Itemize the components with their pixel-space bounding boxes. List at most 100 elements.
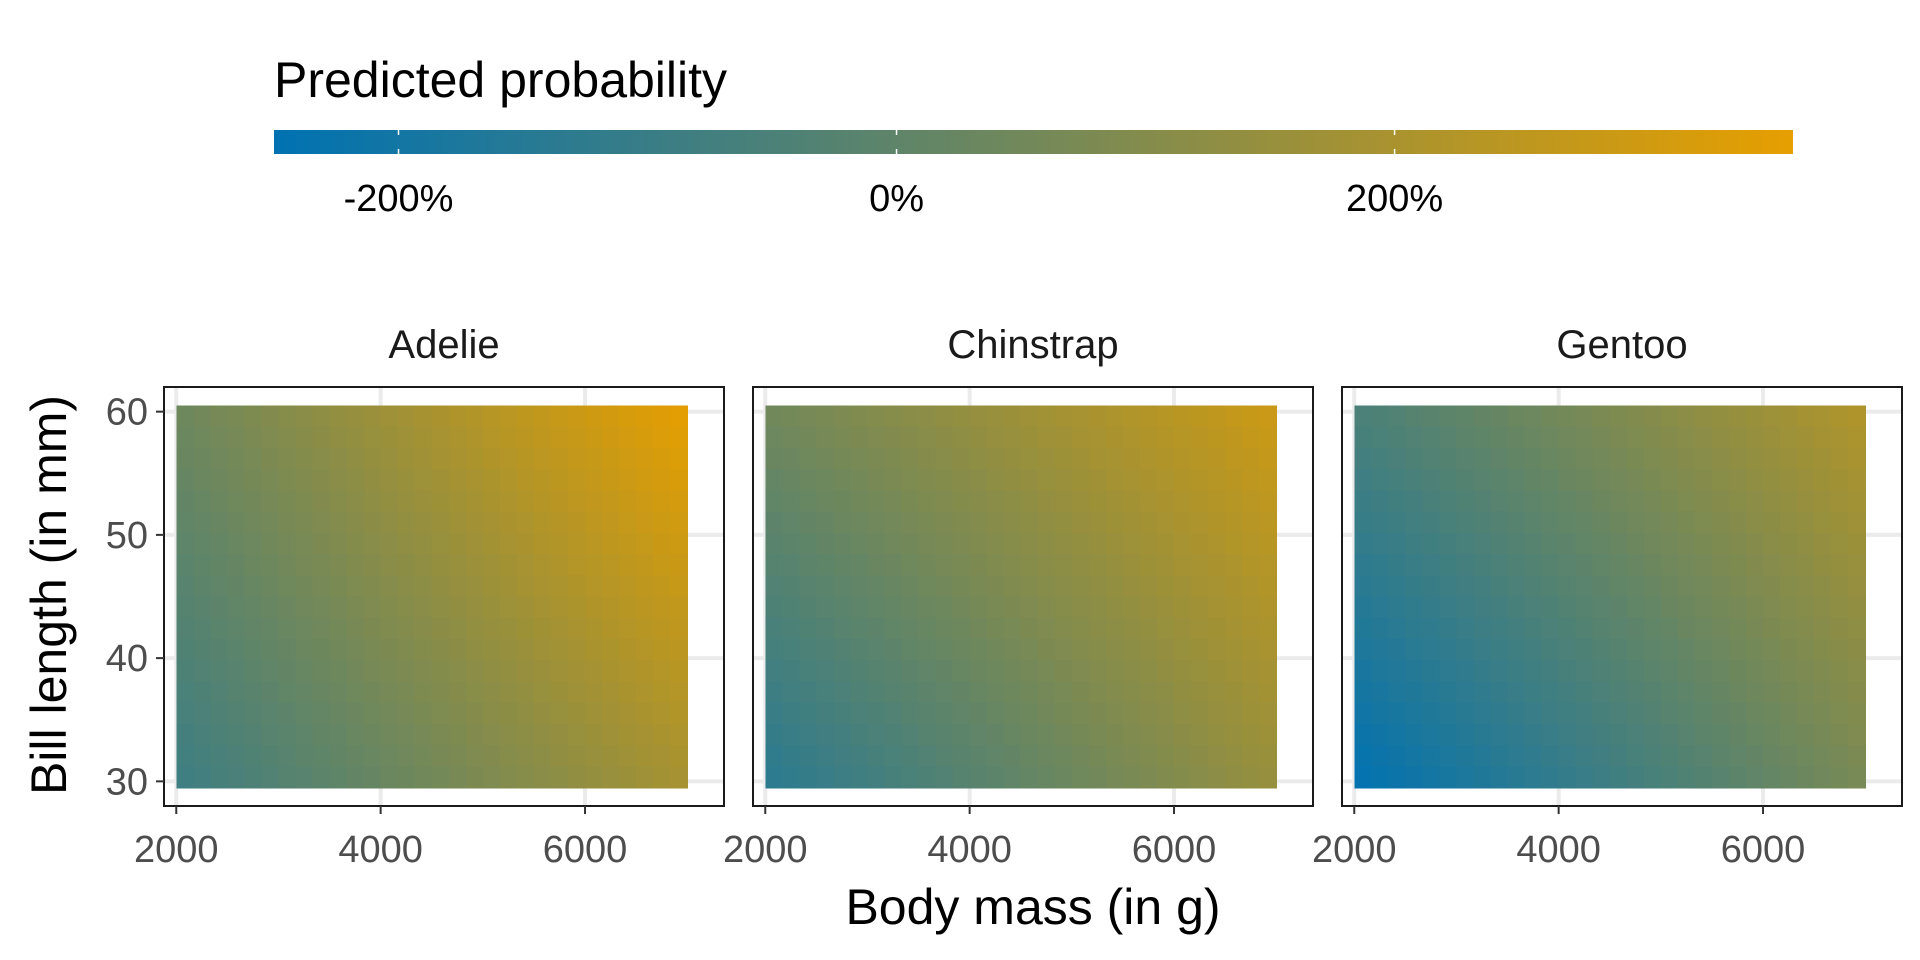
heat-tile <box>1105 447 1124 471</box>
heat-tile <box>1575 766 1594 789</box>
heat-tile <box>1054 532 1073 555</box>
heat-tile <box>1524 766 1543 789</box>
heat-tile <box>1037 681 1056 704</box>
heat-tile <box>1208 405 1227 428</box>
heat-tile <box>1422 554 1441 577</box>
heat-tile <box>1122 766 1141 789</box>
heat-tile <box>1105 511 1124 534</box>
heat-tile <box>1609 638 1628 662</box>
heat-tile <box>1174 554 1192 577</box>
heat-tile <box>1780 723 1798 746</box>
heat-tile <box>918 723 937 746</box>
heat-tile <box>636 575 655 598</box>
heat-tile <box>799 575 818 598</box>
heat-tile <box>550 596 569 619</box>
heat-tile <box>329 681 348 704</box>
heat-tile <box>670 766 689 789</box>
heat-tile <box>176 426 195 449</box>
heat-tile <box>1422 511 1441 534</box>
heat-tile <box>1105 702 1124 725</box>
heat-tile <box>782 638 801 662</box>
heat-tile <box>850 745 869 768</box>
heat-tile <box>1122 638 1141 662</box>
heat-tile <box>850 660 869 683</box>
heat-tile <box>431 745 450 768</box>
heat-tile <box>1208 723 1227 746</box>
heat-tile <box>448 596 467 619</box>
heat-tile <box>833 745 852 768</box>
heat-tile <box>363 511 382 534</box>
heat-tile <box>1541 745 1560 768</box>
heat-tile <box>210 617 229 640</box>
y-tick-label: 40 <box>106 638 148 680</box>
heat-tile <box>1405 745 1424 768</box>
heat-tile <box>952 660 971 683</box>
heat-tile <box>176 447 195 471</box>
heat-tile <box>448 405 467 428</box>
heat-tile <box>1139 490 1158 513</box>
heat-tile <box>1728 554 1747 577</box>
heat-tile <box>329 702 348 725</box>
heat-tile <box>567 575 586 598</box>
heat-tile <box>619 405 638 428</box>
heat-tile <box>1745 490 1764 513</box>
heat-tile <box>482 469 501 492</box>
heat-tile <box>1156 490 1175 513</box>
heat-tile <box>1541 638 1560 662</box>
heat-tile <box>550 511 569 534</box>
heat-tile <box>653 723 672 746</box>
heat-tile <box>261 447 280 471</box>
heat-tile <box>1225 596 1244 619</box>
heat-tile <box>1225 723 1244 746</box>
heat-tile <box>431 405 450 428</box>
heat-tile <box>1122 745 1141 768</box>
heat-tile <box>448 532 467 555</box>
heat-tile <box>550 681 569 704</box>
heat-tile <box>1242 617 1261 640</box>
heat-tile <box>1711 745 1730 768</box>
heat-tile <box>465 766 484 789</box>
heat-tile <box>1694 426 1713 449</box>
heat-tile <box>816 681 835 704</box>
heat-tile <box>1388 702 1407 725</box>
heat-tile <box>1225 554 1244 577</box>
heat-tile <box>1354 745 1373 768</box>
heat-tile <box>1780 490 1798 513</box>
heat-tile <box>261 426 280 449</box>
heat-tile <box>1507 638 1526 662</box>
heat-tile <box>465 490 484 513</box>
heat-tile <box>1626 723 1645 746</box>
heat-tile <box>329 405 348 428</box>
heat-tile <box>952 596 971 619</box>
heat-tile <box>619 469 638 492</box>
heat-tile <box>1371 405 1390 428</box>
heat-tile <box>1225 405 1244 428</box>
y-axis-title: Bill length (in mm) <box>21 395 77 795</box>
heat-tile <box>1388 723 1407 746</box>
heat-tile <box>986 447 1005 471</box>
heat-tile <box>1388 469 1407 492</box>
heat-tile <box>1003 660 1022 683</box>
heat-tile <box>1797 617 1816 640</box>
heat-tile <box>1797 490 1816 513</box>
heat-tile <box>380 490 399 513</box>
heat-tile <box>935 554 954 577</box>
heat-tile <box>1388 575 1407 598</box>
heat-tile <box>1677 405 1696 428</box>
heat-tile <box>1728 490 1747 513</box>
heat-tile <box>1456 575 1475 598</box>
heat-tile <box>244 660 263 683</box>
heat-tile <box>329 575 348 598</box>
heat-tile <box>1225 660 1244 683</box>
heat-tile <box>1728 638 1747 662</box>
heat-tile <box>278 447 297 471</box>
heat-tile <box>1626 447 1645 471</box>
heat-tile <box>1020 532 1039 555</box>
heat-tile <box>1208 660 1227 683</box>
heat-tile <box>312 617 331 640</box>
heat-tile <box>1728 660 1747 683</box>
heat-tile <box>1831 766 1850 789</box>
heat-tile <box>1558 447 1577 471</box>
heat-tile <box>602 638 620 662</box>
heat-tile <box>1541 681 1560 704</box>
